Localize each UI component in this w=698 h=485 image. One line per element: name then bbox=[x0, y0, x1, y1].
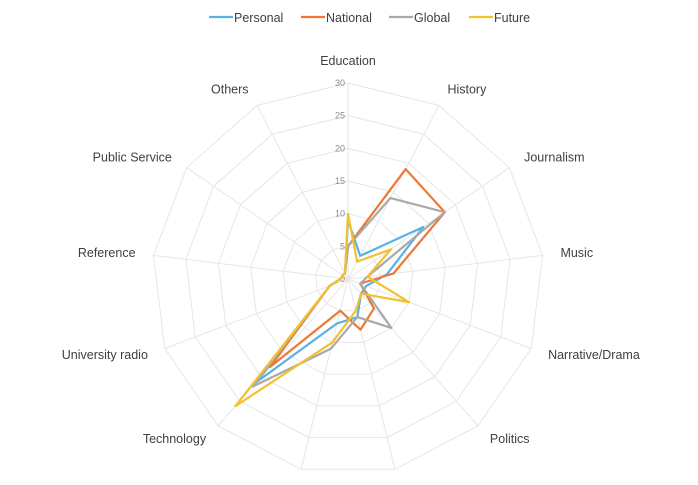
grid-spoke bbox=[347, 167, 510, 280]
grid-spoke bbox=[256, 105, 349, 280]
radar-grid bbox=[152, 82, 544, 470]
grid-ring bbox=[315, 245, 381, 312]
axis-label: History bbox=[447, 83, 487, 97]
series-lines bbox=[234, 167, 446, 408]
tick-label: 20 bbox=[335, 143, 345, 153]
legend: Personal National Global Future bbox=[209, 11, 530, 25]
legend-label-personal: Personal bbox=[234, 11, 283, 25]
axis-label: Journalism bbox=[524, 150, 584, 164]
grid-spoke bbox=[347, 254, 543, 280]
axis-label: Public Service bbox=[93, 150, 172, 164]
tick-label: 30 bbox=[335, 78, 345, 88]
tick-label: 15 bbox=[335, 176, 345, 186]
tick-label: 10 bbox=[335, 209, 345, 219]
axis-label: Technology bbox=[143, 432, 207, 446]
grid-ring bbox=[152, 82, 544, 470]
axis-labels: Education History Journalism Music Narrative… bbox=[62, 54, 640, 446]
grid-ring bbox=[217, 147, 479, 407]
tick-label: 5 bbox=[340, 241, 345, 251]
grid-spoke bbox=[347, 278, 532, 349]
tick-label: 0 bbox=[340, 274, 345, 284]
grid-ring bbox=[250, 180, 446, 375]
grid-spoke bbox=[186, 167, 349, 280]
axis-label: Education bbox=[320, 54, 376, 68]
grid-spoke bbox=[164, 278, 349, 349]
grid-ring bbox=[185, 115, 511, 439]
axis-label: Music bbox=[560, 246, 593, 260]
legend-label-future: Future bbox=[494, 11, 530, 25]
legend-label-global: Global bbox=[414, 11, 450, 25]
axis-label: University radio bbox=[62, 348, 148, 362]
axis-label: Reference bbox=[78, 246, 136, 260]
series-line-future bbox=[234, 212, 411, 408]
axis-label: Narrative/Drama bbox=[548, 348, 640, 362]
tick-label: 25 bbox=[335, 111, 345, 121]
grid-spoke bbox=[153, 254, 349, 280]
axis-label: Others bbox=[211, 83, 249, 97]
legend-label-national: National bbox=[326, 11, 372, 25]
grid-spoke bbox=[347, 278, 479, 427]
axis-label: Politics bbox=[490, 432, 530, 446]
grid-spoke bbox=[347, 105, 440, 280]
radial-tick-labels: 0 5 10 15 20 25 30 bbox=[335, 78, 345, 284]
